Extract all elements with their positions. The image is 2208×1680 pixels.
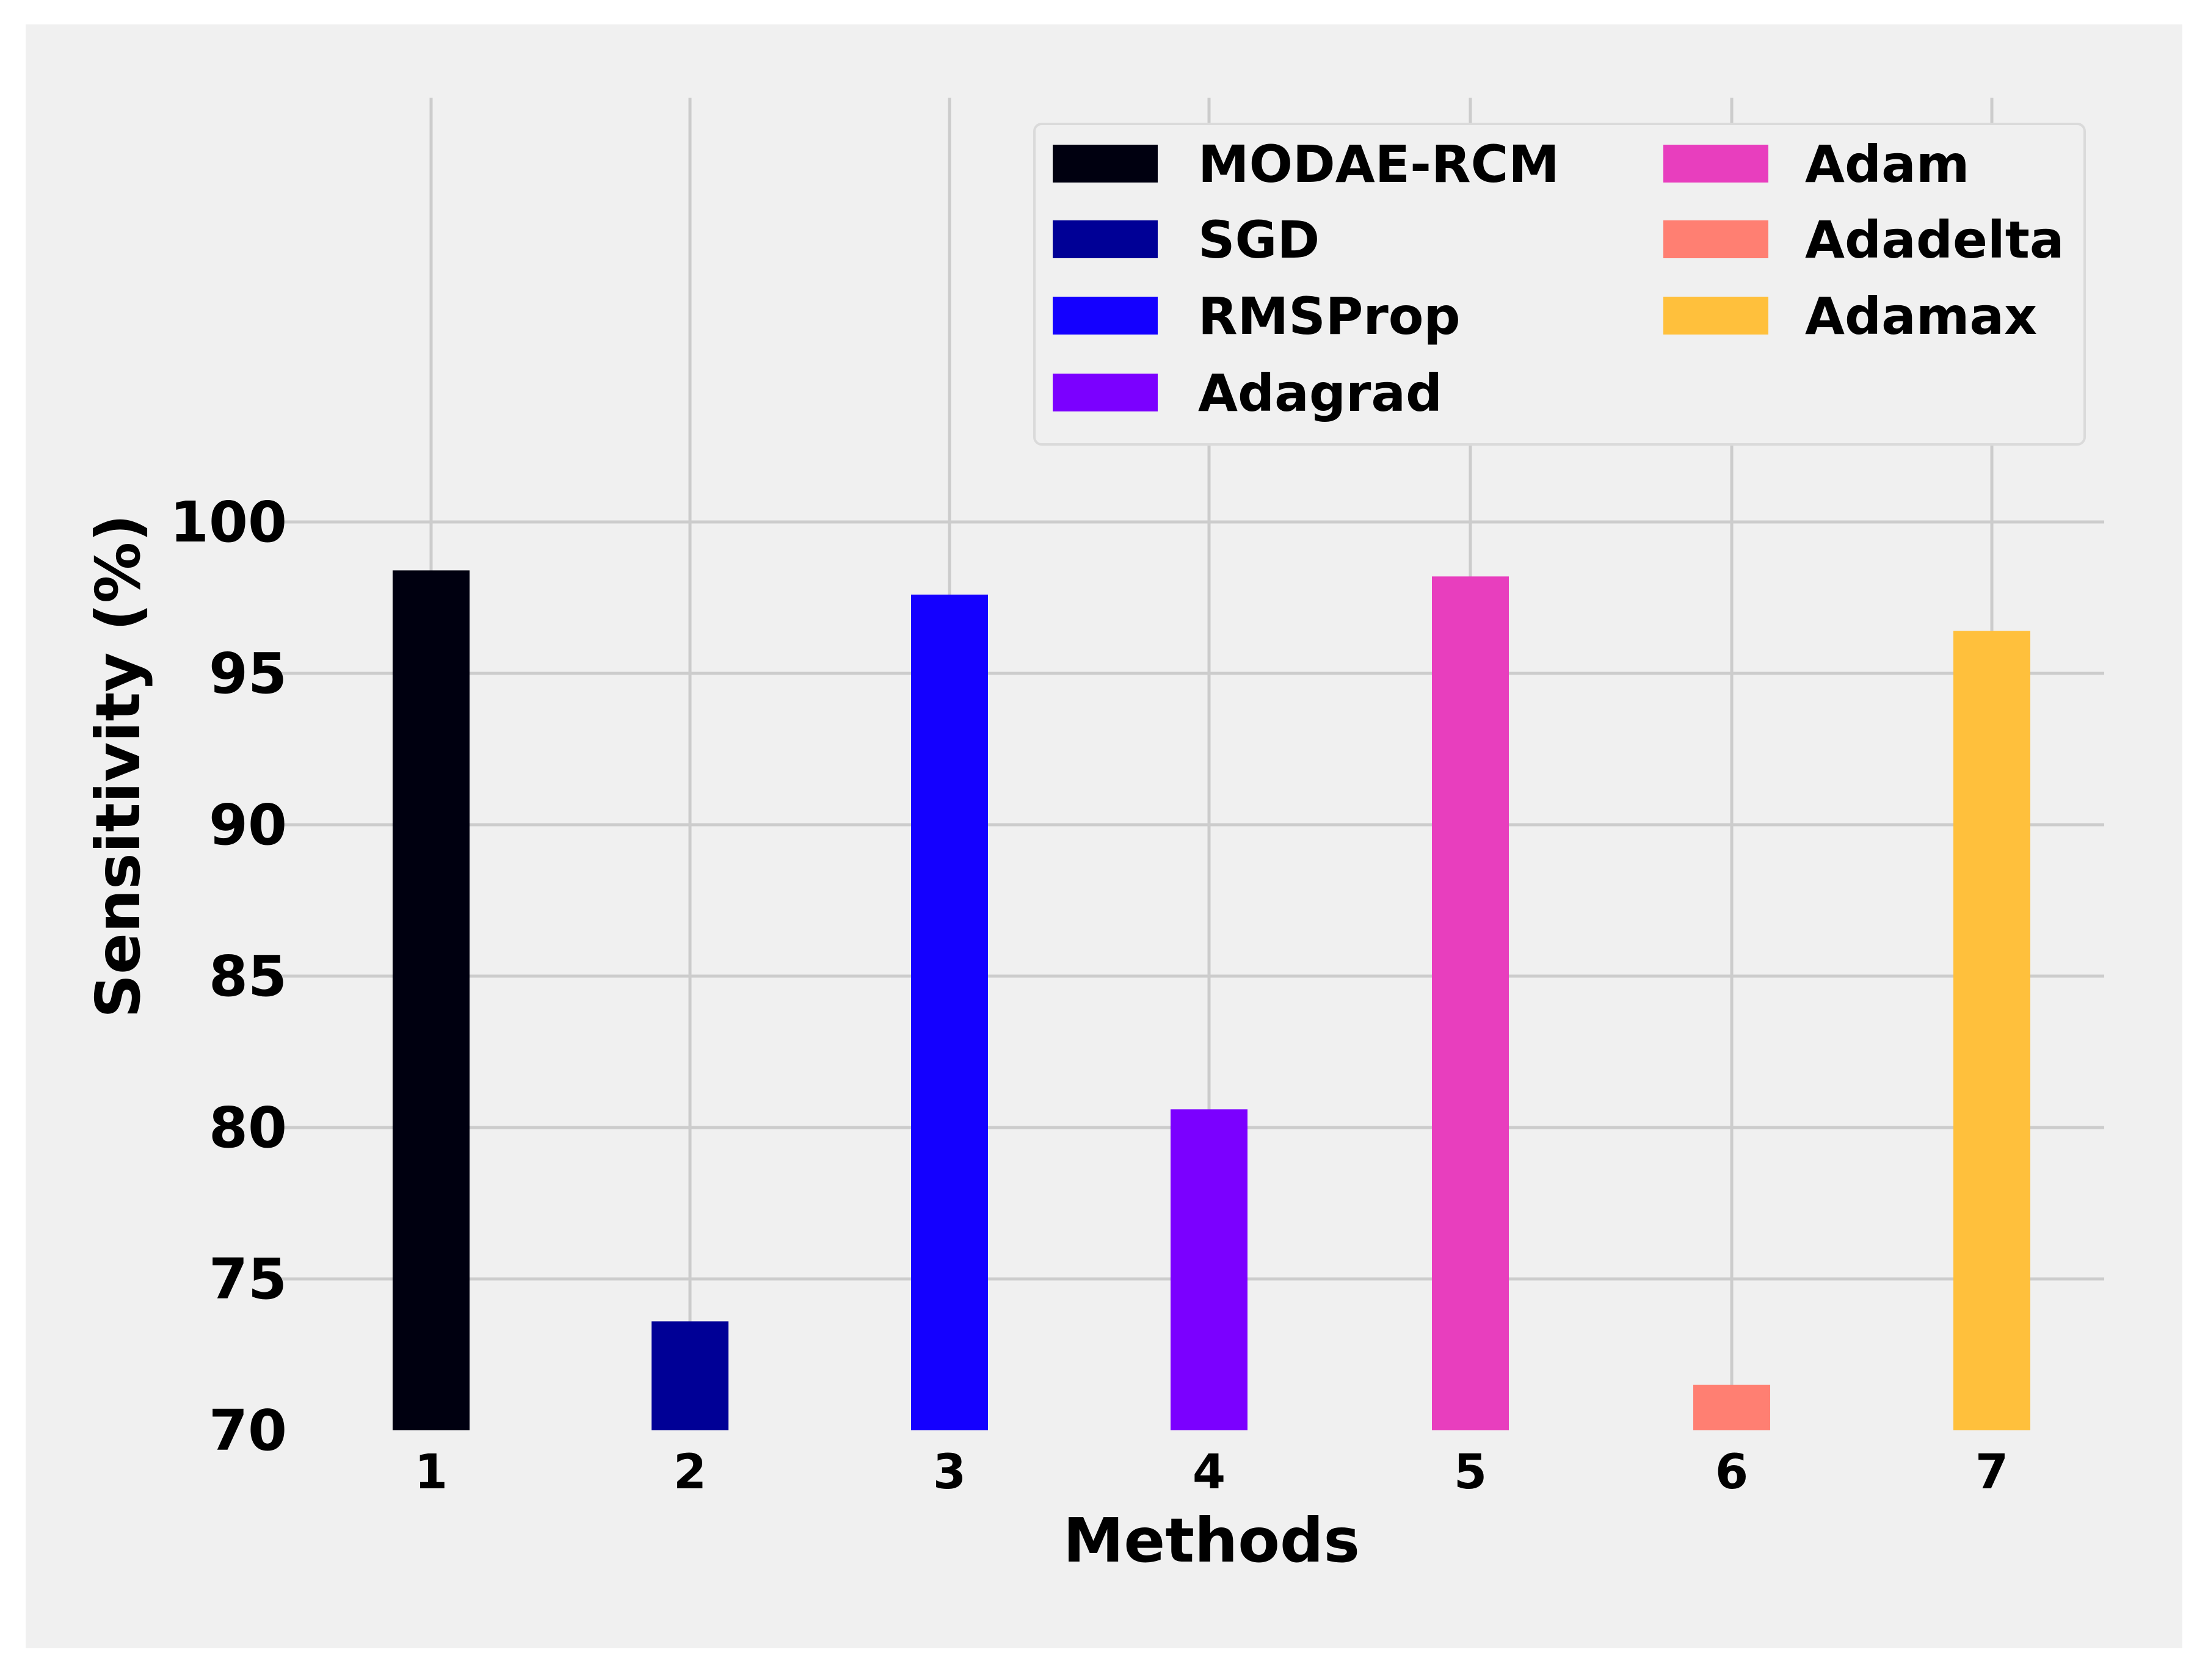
x-tick-label: 2 — [674, 1445, 706, 1500]
x-tick-label: 7 — [1975, 1445, 2008, 1500]
legend-box — [1033, 123, 2086, 446]
bar-adam — [1432, 576, 1509, 1430]
legend-label: Adam — [1805, 134, 1969, 194]
y-tick-labels: 70 75 80 85 90 95 100 — [170, 490, 287, 1463]
y-axis-label: Sensitivity (%) — [82, 514, 154, 1018]
bar-rmsprop — [911, 595, 988, 1430]
x-tick-label: 4 — [1193, 1445, 1226, 1500]
y-tick-label: 75 — [209, 1247, 287, 1312]
legend: MODAE-RCM SGD RMSProp Adagrad Adam Adadelta Ad… — [1033, 123, 2086, 446]
y-tick-label: 80 — [209, 1095, 287, 1160]
y-tick-label: 70 — [209, 1398, 287, 1463]
legend-swatch — [1053, 297, 1158, 335]
legend-label: MODAE-RCM — [1198, 134, 1560, 194]
y-tick-label: 95 — [209, 641, 287, 706]
y-tick-label: 100 — [170, 490, 287, 555]
bar-modae-rcm — [393, 570, 470, 1430]
bars — [393, 570, 2030, 1430]
y-tick-label: 85 — [209, 944, 287, 1009]
bar-adadelta — [1693, 1385, 1770, 1430]
x-tick-label: 6 — [1715, 1445, 1748, 1500]
legend-swatch — [1663, 297, 1768, 335]
legend-swatch — [1053, 145, 1158, 183]
x-tick-labels: 1 2 3 4 5 6 7 — [415, 1445, 2008, 1500]
legend-swatch — [1053, 220, 1158, 258]
legend-label: Adagrad — [1198, 363, 1442, 423]
x-tick-label: 1 — [415, 1445, 448, 1500]
bar-adagrad — [1171, 1109, 1247, 1430]
legend-label: RMSProp — [1198, 286, 1461, 346]
x-tick-label: 3 — [933, 1445, 966, 1500]
legend-label: Adadelta — [1805, 210, 2065, 270]
bar-sgd — [652, 1321, 728, 1430]
bar-adamax — [1953, 631, 2030, 1430]
x-axis-label: Methods — [1063, 1505, 1360, 1576]
legend-label: Adamax — [1805, 286, 2037, 346]
legend-label: SGD — [1198, 210, 1320, 270]
legend-swatch — [1053, 374, 1158, 411]
legend-swatch — [1663, 220, 1768, 258]
y-tick-label: 90 — [209, 792, 287, 858]
x-tick-label: 5 — [1454, 1445, 1487, 1500]
legend-swatch — [1663, 145, 1768, 183]
